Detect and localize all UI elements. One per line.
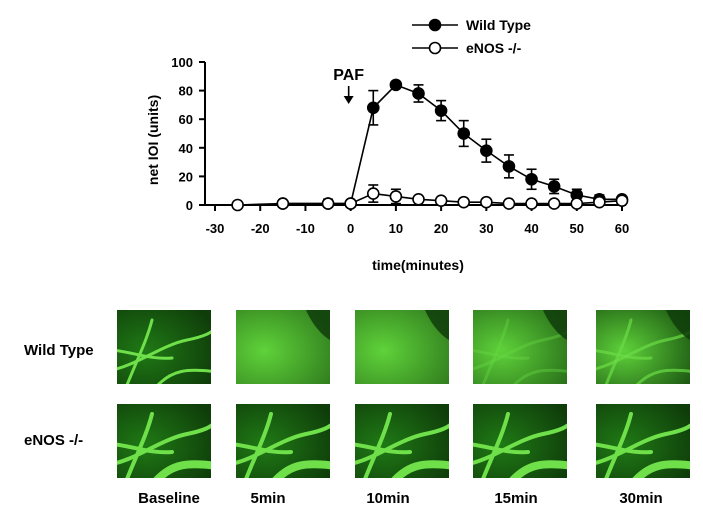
paf-annotation: PAF [333, 67, 364, 104]
data-point [570, 197, 584, 210]
micrograph-wild-type-30min [596, 310, 690, 384]
data-point [502, 197, 516, 210]
y-tick-label: 100 [171, 55, 193, 70]
micrograph-enos-ko-baseline [117, 404, 211, 478]
series-line [282, 83, 622, 205]
x-tick-label: 10 [389, 221, 403, 236]
y-tick-label: 40 [179, 141, 193, 156]
x-tick-label: 40 [524, 221, 538, 236]
data-point [434, 194, 448, 208]
series-line [237, 192, 623, 206]
micrograph-enos-ko-15min [473, 404, 567, 478]
x-tick-label: -20 [251, 221, 270, 236]
data-point [480, 195, 493, 209]
row-label-enos: eNOS -/- [24, 432, 84, 449]
micrograph-wild-type-5min [236, 310, 330, 384]
y-tick-label: 80 [179, 84, 193, 99]
data-point [547, 180, 561, 193]
micrograph-enos-ko-5min [236, 404, 330, 478]
col-label-baseline: Baseline [138, 490, 200, 507]
row-label-wild-type: Wild Type [24, 342, 94, 359]
data-point [366, 187, 380, 200]
series-wild-type [276, 78, 629, 210]
micrograph-wild-type-15min [473, 310, 567, 384]
paf-label: PAF [333, 67, 364, 84]
col-label-30min: 30min [619, 490, 663, 507]
data-point [321, 197, 335, 210]
data-point [457, 195, 471, 209]
data-point [480, 144, 493, 157]
x-tick-label: 50 [570, 221, 584, 236]
x-tick-label: -30 [206, 221, 225, 236]
data-point [434, 104, 448, 117]
x-tick-label: 60 [615, 221, 629, 236]
data-point [525, 197, 538, 210]
series-enos [231, 184, 629, 212]
data-point [457, 127, 471, 140]
x-tick-label: -10 [296, 221, 315, 236]
data-point [231, 198, 244, 212]
legend-marker [428, 18, 442, 32]
micrograph-enos-ko-30min [596, 404, 690, 478]
x-tick-label: 0 [347, 221, 354, 236]
paf-arrow-head [343, 96, 354, 104]
micrograph-wild-type-baseline [117, 310, 211, 384]
data-point [344, 197, 357, 210]
legend-marker [428, 41, 442, 55]
data-point [593, 195, 606, 209]
data-point [366, 101, 380, 115]
chart-axes: 0 20 40 60 80 100 -30 -20 -10 0 10 20 30 40 50 60 time(m… [145, 55, 629, 273]
data-point [615, 194, 629, 208]
data-point [276, 197, 290, 210]
chart-series [231, 78, 629, 212]
data-point [525, 172, 538, 186]
data-point [502, 160, 516, 173]
x-tick-label: 30 [479, 221, 493, 236]
data-point [389, 78, 403, 92]
x-tick-label: 20 [434, 221, 448, 236]
col-label-5min: 5min [250, 490, 286, 507]
y-tick-label: 60 [179, 112, 193, 127]
data-point [412, 192, 425, 206]
x-axis-title: time(minutes) [372, 257, 464, 273]
y-tick-label: 20 [179, 169, 193, 184]
legend-label-enos: eNOS -/- [466, 40, 522, 56]
chart-legend: Wild Type eNOS -/- [412, 17, 531, 56]
data-point [389, 190, 403, 203]
micrograph-enos-ko-10min [355, 404, 449, 478]
legend-label-wild-type: Wild Type [466, 17, 531, 33]
col-label-10min: 10min [366, 490, 410, 507]
micrograph-wild-type-10min [355, 310, 449, 384]
data-point [547, 197, 561, 210]
y-tick-label: 0 [186, 198, 193, 213]
y-axis-title: net IOI (units) [145, 95, 161, 185]
data-point [412, 87, 425, 100]
col-label-15min: 15min [494, 490, 538, 507]
